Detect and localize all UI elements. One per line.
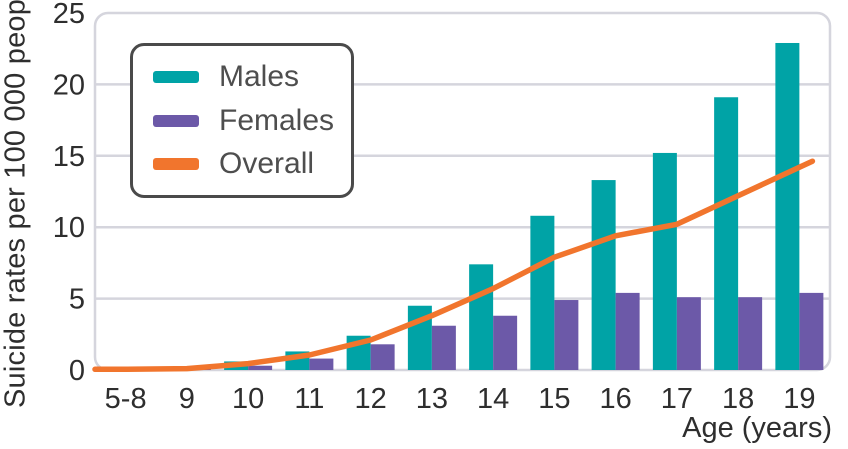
x-axis-title: Age (years): [682, 412, 832, 444]
females-bar-14: [493, 315, 518, 370]
y-tick-label: 25: [53, 0, 85, 30]
females-bar-13: [431, 325, 456, 370]
x-tick-label: 15: [538, 383, 570, 415]
males-bar-17: [652, 152, 677, 370]
females-swatch-icon: [153, 114, 199, 127]
x-tick-label: 10: [232, 383, 264, 415]
females-bar-17: [676, 297, 701, 370]
y-tick-label: 0: [69, 355, 85, 387]
males-bar-19: [775, 42, 800, 370]
y-tick-label: 5: [69, 284, 85, 316]
x-tick-label: 18: [722, 383, 754, 415]
legend-item-males: Males: [133, 60, 351, 94]
y-tick-label: 15: [53, 141, 85, 173]
males-bar-15: [530, 215, 555, 370]
females-bar-15: [554, 300, 579, 370]
legend-label-males: Males: [219, 59, 300, 93]
y-tick-label: 20: [53, 69, 85, 101]
plot-border: [93, 11, 832, 372]
x-tick-label: 12: [354, 383, 386, 415]
legend-item-overall: Overall: [133, 147, 351, 181]
legend-label-overall: Overall: [219, 147, 315, 181]
females-bar-19: [799, 292, 824, 370]
x-tick-label: 19: [783, 383, 815, 415]
x-tick-label: 9: [179, 383, 195, 415]
x-tick-label: 17: [661, 383, 693, 415]
x-tick-label: 11: [294, 383, 324, 415]
y-tick-label: 10: [53, 212, 85, 244]
y-axis-title: Suicide rates per 100 000 people: [0, 0, 32, 408]
x-tick-label: 16: [599, 383, 631, 415]
females-bar-10: [248, 365, 273, 370]
females-bar-11: [309, 358, 334, 370]
legend-label-females: Females: [219, 103, 335, 137]
legend-item-females: Females: [133, 104, 351, 138]
x-tick-label: 13: [416, 383, 448, 415]
females-bar-16: [615, 292, 640, 370]
x-tick-label: 5-8: [105, 383, 147, 415]
males-bar-14: [469, 264, 494, 370]
legend: Males Females Overall: [130, 43, 354, 198]
x-tick-label: 14: [477, 383, 509, 415]
females-bar-18: [738, 297, 763, 370]
overall-line: [92, 158, 816, 373]
overall-swatch-icon: [153, 158, 199, 171]
males-bar-18: [714, 97, 739, 370]
males-swatch-icon: [153, 70, 199, 83]
females-bar-12: [370, 344, 395, 370]
males-bar-16: [591, 180, 616, 370]
